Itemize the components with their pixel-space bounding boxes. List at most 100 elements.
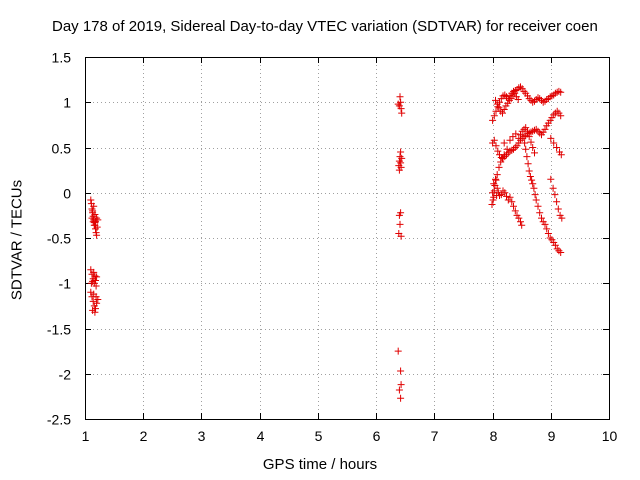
x-tick-label: 9	[548, 428, 556, 444]
data-point	[91, 308, 99, 316]
data-point	[518, 221, 526, 229]
data-point	[532, 96, 540, 103]
data-point	[87, 288, 95, 296]
data-point	[495, 163, 503, 171]
data-point	[531, 149, 538, 157]
x-tick-label: 1	[82, 428, 90, 444]
data-point	[527, 128, 535, 136]
data-point	[90, 202, 98, 210]
data-point	[541, 220, 549, 228]
data-point	[93, 231, 101, 239]
data-point	[525, 167, 533, 175]
data-point	[551, 191, 559, 199]
grid-lines	[85, 57, 609, 419]
data-point	[555, 87, 563, 95]
data-point	[91, 272, 99, 280]
data-point	[551, 241, 559, 249]
data-point	[554, 205, 562, 213]
axis-ticks	[85, 57, 610, 420]
data-point	[497, 107, 505, 115]
data-point	[524, 127, 531, 135]
data-point	[547, 134, 555, 142]
data-point	[527, 138, 535, 146]
data-point	[521, 139, 529, 147]
data-point	[397, 381, 405, 389]
data-point	[397, 209, 405, 217]
data-point	[501, 91, 509, 99]
data-point	[92, 305, 99, 313]
data-point	[524, 160, 532, 168]
data-point	[503, 145, 511, 153]
data-point	[523, 153, 531, 161]
data-point	[89, 207, 97, 215]
data-point	[499, 109, 506, 117]
data-point	[499, 92, 507, 100]
data-point	[510, 145, 517, 153]
data-point	[396, 153, 404, 161]
data-point	[528, 176, 536, 184]
x-tick-label: 6	[373, 428, 381, 444]
data-point	[553, 144, 561, 151]
data-point	[507, 95, 515, 103]
data-point	[92, 277, 99, 284]
data-point	[396, 93, 404, 101]
data-point	[541, 125, 549, 133]
data-point	[549, 184, 557, 192]
data-point	[515, 134, 523, 142]
data-point	[493, 171, 501, 179]
data-point	[397, 232, 405, 240]
data-point	[522, 145, 530, 153]
data-point	[494, 147, 502, 155]
data-point	[515, 84, 523, 92]
data-point	[520, 87, 528, 95]
data-point	[398, 109, 406, 117]
x-tick-label: 3	[198, 428, 206, 444]
data-point	[538, 214, 545, 222]
data-point	[93, 214, 101, 222]
data-point	[91, 211, 99, 218]
y-tick-label: -2	[59, 367, 72, 383]
data-point	[488, 201, 496, 208]
data-point	[517, 131, 524, 139]
data-point	[497, 191, 505, 199]
data-point	[397, 98, 405, 106]
y-tick-label: -1	[59, 276, 72, 292]
data-point	[532, 125, 540, 133]
data-point	[546, 234, 554, 242]
data-point	[493, 192, 501, 199]
data-point	[397, 148, 405, 156]
x-tick-label: 4	[257, 428, 265, 444]
chart-title: Day 178 of 2019, Sidereal Day-to-day VTE…	[52, 18, 598, 35]
data-point	[492, 96, 499, 104]
data-point	[557, 151, 565, 159]
data-point	[514, 96, 522, 103]
data-point	[396, 220, 404, 228]
data-point	[532, 196, 540, 204]
data-point	[553, 245, 561, 253]
data-point	[93, 223, 101, 231]
data-point	[503, 93, 510, 101]
data-point	[525, 95, 533, 103]
data-point	[558, 214, 566, 222]
data-point	[543, 225, 551, 233]
x-axis-label: GPS time / hours	[262, 456, 378, 473]
data-point	[90, 268, 98, 276]
data-points	[87, 83, 566, 402]
data-point	[94, 216, 102, 224]
data-point	[489, 116, 497, 124]
data-point	[397, 367, 405, 375]
y-tick-label: 0.5	[52, 141, 72, 157]
data-point	[501, 189, 509, 197]
data-point	[506, 136, 514, 144]
data-point	[89, 297, 97, 305]
data-point	[531, 126, 538, 134]
y-tick-label: 1.5	[52, 50, 72, 66]
data-point	[529, 144, 537, 151]
data-point	[490, 136, 498, 144]
data-point	[526, 173, 534, 180]
data-point	[517, 218, 524, 226]
data-point	[87, 196, 95, 204]
data-point	[490, 187, 498, 195]
data-point	[522, 124, 530, 132]
